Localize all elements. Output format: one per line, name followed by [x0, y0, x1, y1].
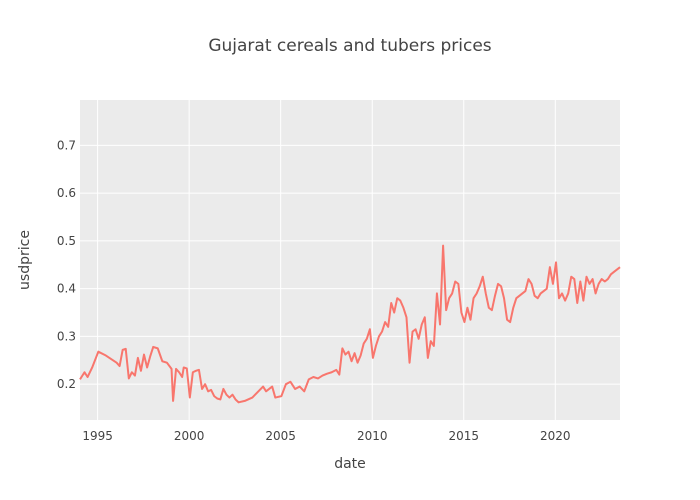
y-tick-label: 0.7: [57, 138, 76, 152]
plot-background: [80, 100, 620, 420]
y-tick-labels: 0.2 0.3 0.4 0.5 0.6 0.7: [57, 138, 76, 391]
y-tick-label: 0.6: [57, 186, 76, 200]
y-tick-label: 0.5: [57, 234, 76, 248]
y-tick-label: 0.4: [57, 282, 76, 296]
x-tick-label: 1995: [82, 429, 113, 443]
x-tick-label: 2005: [265, 429, 296, 443]
y-tick-label: 0.3: [57, 329, 76, 343]
price-series-line: [79, 244, 621, 404]
x-tick-label: 2000: [174, 429, 205, 443]
x-tick-label: 2015: [448, 429, 479, 443]
y-tick-label: 0.2: [57, 377, 76, 391]
x-tick-labels: 1995 2000 2005 2010 2015 2020: [82, 429, 570, 443]
x-axis-title: date: [334, 456, 366, 472]
x-tick-label: 2010: [357, 429, 388, 443]
y-axis-title: usdprice: [17, 230, 33, 290]
gridlines: [80, 100, 620, 420]
chart-title: Gujarat cereals and tubers prices: [208, 36, 491, 56]
x-tick-label: 2020: [540, 429, 571, 443]
